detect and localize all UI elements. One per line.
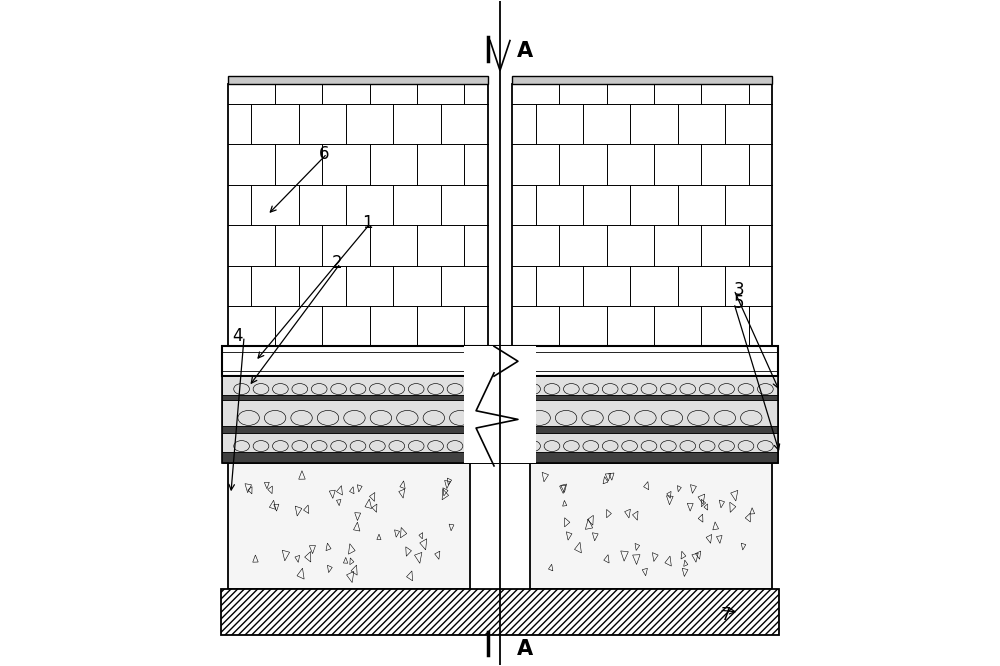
Bar — [228, 76, 488, 84]
Text: 7: 7 — [721, 607, 731, 625]
Bar — [222, 346, 778, 376]
Bar — [222, 426, 778, 433]
Bar — [222, 395, 778, 400]
Bar — [222, 400, 778, 426]
Text: 6: 6 — [319, 145, 329, 163]
Bar — [464, 346, 536, 376]
Text: A: A — [517, 639, 533, 659]
Bar — [222, 376, 778, 395]
Bar — [512, 84, 772, 346]
Text: 3: 3 — [734, 281, 745, 299]
Bar — [512, 76, 772, 84]
Bar — [221, 589, 779, 635]
Text: 1: 1 — [362, 214, 372, 232]
Text: 4: 4 — [232, 327, 243, 346]
Bar — [222, 376, 778, 463]
Text: A: A — [517, 41, 533, 61]
Bar — [222, 452, 778, 463]
Bar — [228, 84, 488, 346]
Text: 2: 2 — [332, 254, 342, 272]
Bar — [222, 433, 778, 452]
Bar — [464, 376, 536, 463]
Bar — [228, 463, 470, 589]
Bar — [530, 463, 772, 589]
Text: 5: 5 — [734, 294, 745, 312]
